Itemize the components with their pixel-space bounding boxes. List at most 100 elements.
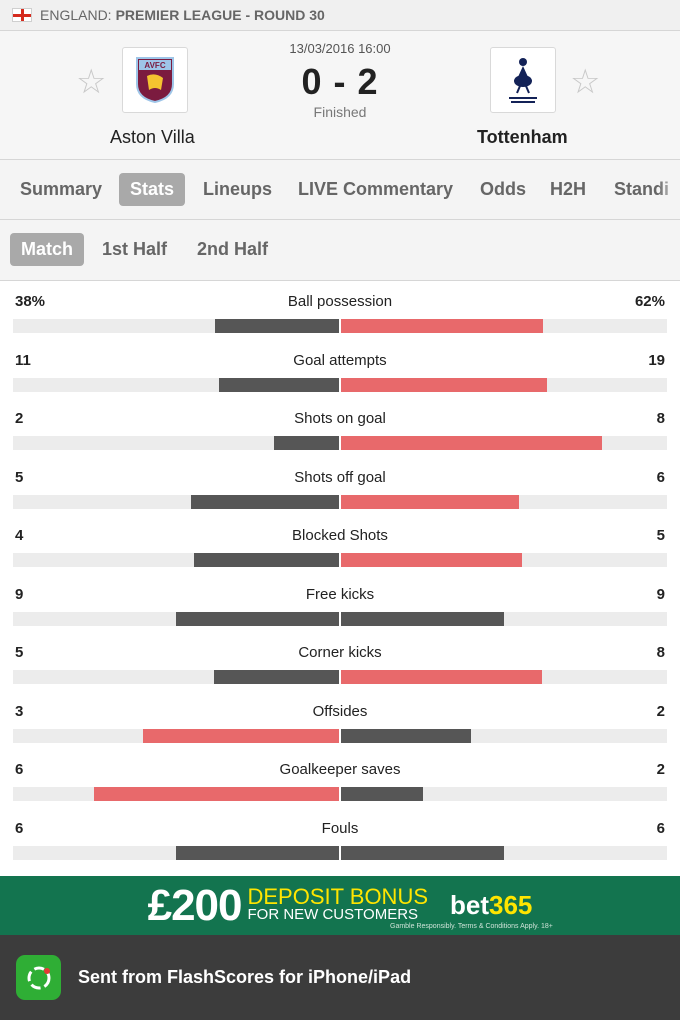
stat-row: 9 Free kicks 9 [0,574,680,632]
favorite-home-star-icon[interactable]: ☆ [76,63,107,101]
ad-line1: DEPOSIT BONUS [247,883,429,909]
home-team-name[interactable]: Aston Villa [110,127,195,147]
stat-away-bar [341,729,471,743]
stat-label: Corner kicks [298,644,382,661]
stat-label: Goal attempts [293,352,387,369]
ad-brand-logo: bet365 [450,890,532,921]
home-team-badge[interactable]: AVFC [122,47,188,113]
stat-home-bar [176,612,339,626]
subtab-1st-half[interactable]: 1st Half [102,239,168,259]
ad-brand-name: bet [450,890,490,920]
stat-row: 2 Shots on goal 8 [0,398,680,456]
stat-home-value: 3 [15,703,24,720]
ad-brand-suffix: 365 [489,890,533,920]
away-team-name[interactable]: Tottenham [477,127,568,147]
stat-home-value: 9 [15,586,24,603]
tabs-fade [658,160,680,219]
stat-away-value: 2 [656,761,665,778]
stat-row: 5 Shots off goal 6 [0,457,680,515]
stat-away-bar-track [341,436,667,450]
stat-home-bar-track [13,495,339,509]
stat-away-bar-track [341,495,667,509]
stat-away-bar-track [341,612,667,626]
subtab-2nd-half[interactable]: 2nd Half [197,239,269,259]
stat-away-bar-track [341,729,667,743]
stat-away-value: 5 [656,527,665,544]
stat-row: 4 Blocked Shots 5 [0,515,680,573]
tab-summary[interactable]: Summary [20,179,103,199]
stat-row: 3 Offsides 2 [0,691,680,749]
svg-text:AVFC: AVFC [144,61,165,70]
tab-odds[interactable]: Odds [480,179,527,199]
tab-standings[interactable]: Standi [614,179,670,199]
tottenham-crest-icon [509,58,537,103]
main-tabs: Summary Stats Lineups LIVE Commentary Od… [0,160,680,220]
stat-away-value: 8 [656,410,665,427]
flashscore-app-icon[interactable] [16,955,61,1000]
stat-away-bar [341,319,543,333]
stat-home-value: 2 [15,410,24,427]
stat-label: Blocked Shots [292,527,388,544]
match-score: 0 - 2 [301,61,379,102]
stat-away-bar-track [341,378,667,392]
stat-home-bar [176,846,339,860]
stat-home-bar [191,495,339,509]
subtab-match[interactable]: Match [10,233,85,266]
stat-home-bar [274,436,339,450]
away-team-badge[interactable] [490,47,556,113]
stat-home-bar [219,378,339,392]
stat-home-bar-track [13,612,339,626]
ad-fine-print: Gamble Responsibly. Terms & Conditions A… [390,923,553,930]
stat-home-bar-track [13,670,339,684]
favorite-away-star-icon[interactable]: ☆ [570,63,601,101]
league-competition: PREMIER LEAGUE - ROUND 30 [115,7,325,23]
stat-home-bar-track [13,436,339,450]
ad-banner[interactable]: £200 DEPOSIT BONUS FOR NEW CUSTOMERS bet… [0,876,680,935]
ad-amount: £200 [147,880,243,930]
flashscore-logo-icon [27,966,50,989]
stat-home-bar [94,787,339,801]
tab-lineups[interactable]: Lineups [203,179,273,199]
tab-live-commentary[interactable]: LIVE Commentary [298,179,454,199]
ad-line2: FOR NEW CUSTOMERS [247,905,419,923]
stat-away-value: 2 [656,703,665,720]
stat-row: 5 Corner kicks 8 [0,632,680,690]
stat-away-value: 19 [648,352,665,369]
stat-home-value: 5 [15,644,24,661]
stat-home-value: 11 [15,352,31,369]
stat-home-bar-track [13,378,339,392]
stat-home-value: 6 [15,761,24,778]
stat-away-value: 62% [634,293,665,310]
stat-away-bar-track [341,787,667,801]
stat-home-bar-track [13,319,339,333]
stat-home-value: 5 [15,469,24,486]
stat-away-bar-track [341,846,667,860]
match-datetime: 13/03/2016 16:00 [289,41,391,56]
aston-villa-crest-icon: AVFC [136,57,174,104]
stat-away-bar [341,553,522,567]
stat-home-bar-track [13,846,339,860]
england-flag-icon [12,8,32,22]
ad-text: DEPOSIT BONUS FOR NEW CUSTOMERS [247,883,429,924]
stat-away-bar [341,846,504,860]
stat-home-bar-track [13,729,339,743]
stat-home-bar [143,729,339,743]
stat-away-value: 8 [656,644,665,661]
share-footer: Sent from FlashScores for iPhone/iPad [0,935,680,1020]
stat-away-bar [341,670,542,684]
tab-h2h[interactable]: H2H [550,179,587,199]
stat-home-bar [215,319,339,333]
stat-away-bar [341,787,423,801]
stat-label: Fouls [321,820,359,837]
stat-away-value: 9 [656,586,665,603]
league-country: ENGLAND: [40,7,112,23]
stat-label: Ball possession [287,293,393,310]
league-bar[interactable]: ENGLAND: PREMIER LEAGUE - ROUND 30 [0,0,680,31]
tab-stats[interactable]: Stats [119,173,186,206]
stat-home-value: 4 [15,527,24,544]
match-header: ☆ AVFC Aston Villa 13/03/2016 16:00 0 - … [0,31,680,160]
stat-row: 6 Goalkeeper saves 2 [0,749,680,807]
stat-away-bar-track [341,670,667,684]
stat-away-bar [341,378,547,392]
match-status: Finished [313,104,367,120]
